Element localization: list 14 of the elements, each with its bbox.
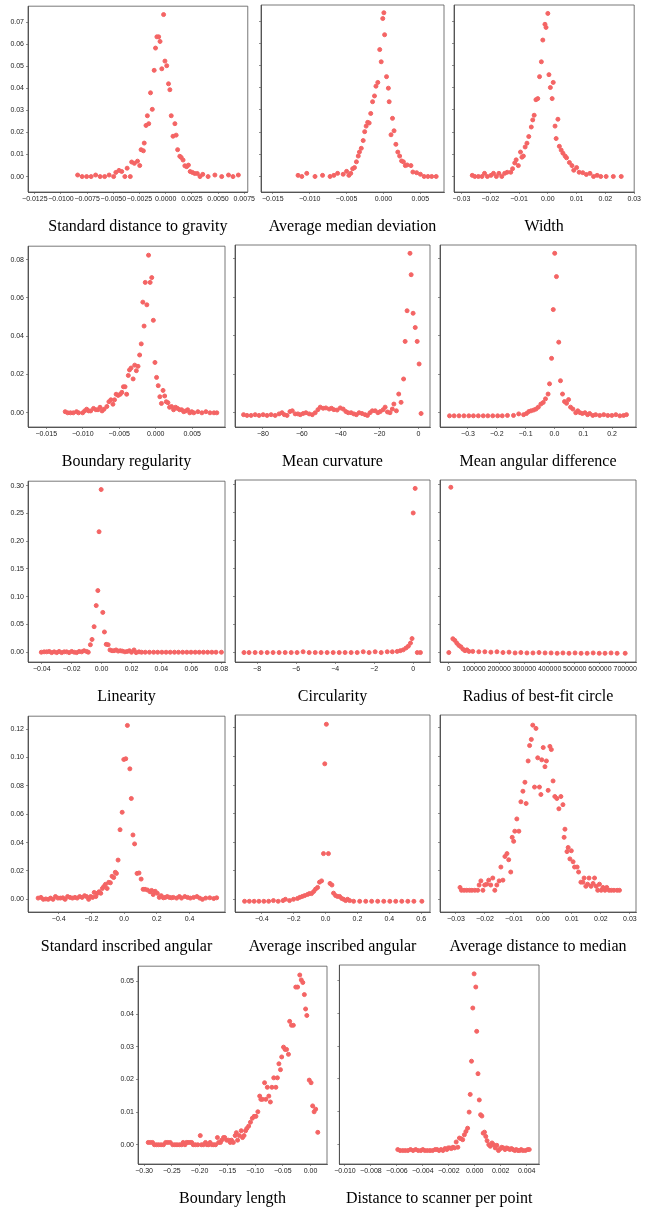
x-axis-title: Distance to scanner per point	[345, 1188, 534, 1207]
x-axis-title: Linearity	[97, 686, 156, 705]
x-axis-title: Boundary length	[178, 1188, 287, 1207]
x-axis-title: Average distance to median	[449, 936, 627, 955]
x-axis-title: Average median deviation	[268, 216, 437, 235]
x-axis-title: Standard distance to gravity	[48, 216, 228, 235]
x-axis-title: Circularity	[297, 686, 368, 705]
x-axis-title: Boundary regularity	[61, 451, 192, 470]
x-axis-title: Standard inscribed angular	[40, 936, 213, 955]
x-axis-title: Average inscribed angular	[248, 936, 417, 955]
x-axis-title: Width	[524, 216, 564, 234]
x-axis-title: Radius of best-fit circle	[462, 686, 614, 704]
x-axis-title: Mean angular difference	[459, 451, 617, 470]
x-axis-title: Mean curvature	[282, 451, 383, 469]
